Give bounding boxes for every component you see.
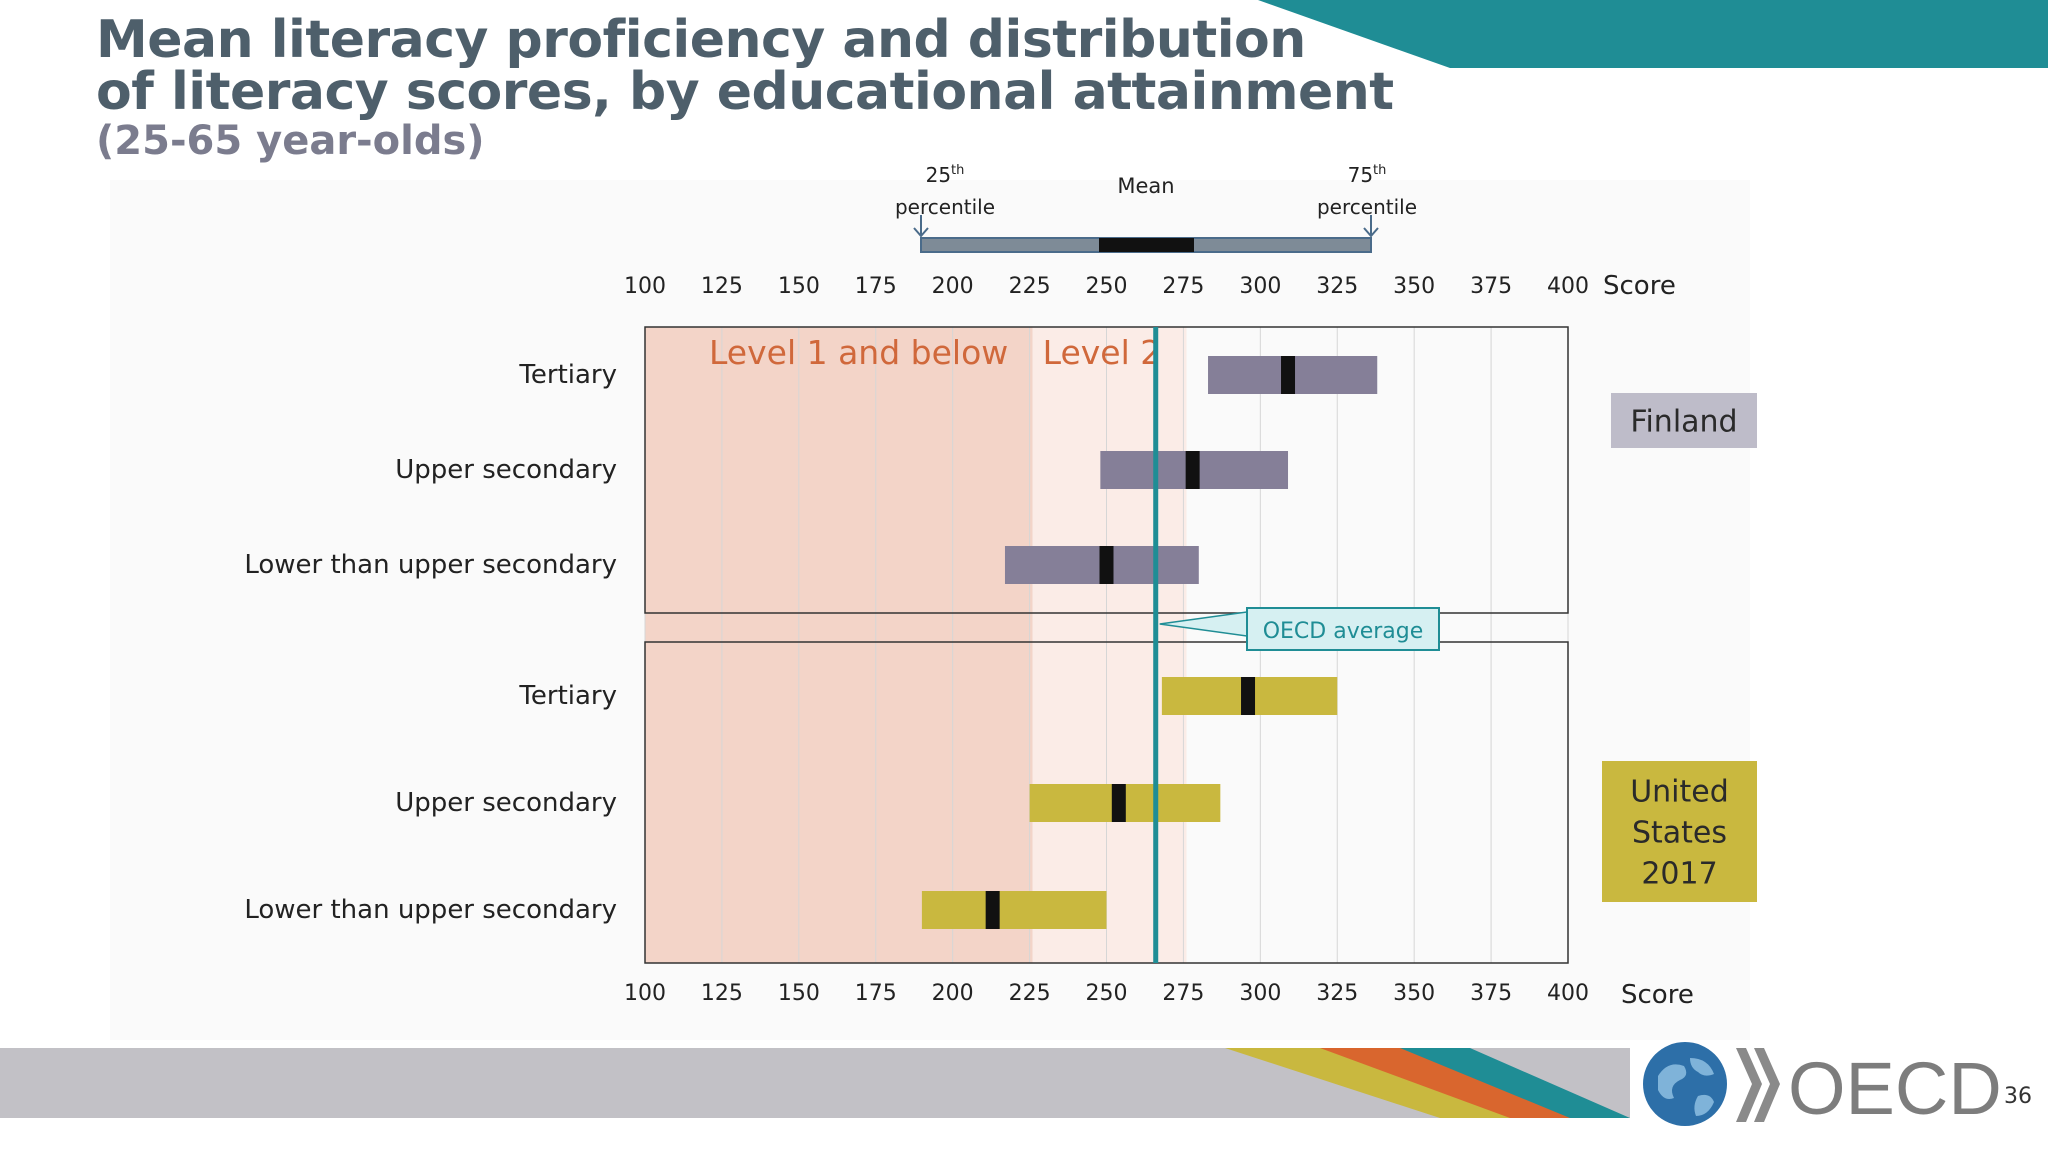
oecd-average-callout <box>1246 607 1440 651</box>
top-axis-tick-label: 375 <box>1470 274 1512 299</box>
title-line-2: of literacy scores, by educational attai… <box>96 62 1394 122</box>
finland-mean-marker <box>1185 451 1200 489</box>
bottom-axis-tick-label: 150 <box>778 981 820 1006</box>
us-label: States <box>1632 816 1727 851</box>
us-mean-marker <box>985 891 1000 929</box>
legend-p75-arrow-icon <box>1363 215 1379 238</box>
legend-p25-label: 25th <box>926 163 965 187</box>
top-axis-tick-label: 100 <box>624 274 666 299</box>
category-label: Tertiary <box>518 681 617 711</box>
us-mean-marker <box>1241 677 1256 715</box>
top-axis-tick-label: 250 <box>1086 274 1128 299</box>
bottom-axis-tick-label: 275 <box>1162 981 1204 1006</box>
top-axis-tick-label: 300 <box>1239 274 1281 299</box>
us-label: United <box>1630 775 1729 810</box>
category-label: Upper secondary <box>395 455 617 485</box>
bottom-axis-tick-label: 300 <box>1239 981 1281 1006</box>
top-axis-label: Score <box>1603 271 1676 301</box>
bottom-axis-tick-label: 225 <box>1009 981 1051 1006</box>
top-axis-tick-label: 150 <box>778 274 820 299</box>
finland-label-box <box>1611 393 1757 448</box>
bottom-axis-tick-label: 350 <box>1393 981 1435 1006</box>
category-label: Upper secondary <box>395 788 617 818</box>
top-axis-tick-label: 275 <box>1162 274 1204 299</box>
category-label: Lower than upper secondary <box>244 550 617 580</box>
subtitle: (25-65 year-olds) <box>96 118 485 164</box>
bottom-axis-tick-label: 250 <box>1086 981 1128 1006</box>
globe-land <box>1658 1058 1714 1116</box>
legend-mean-marker <box>1099 238 1194 252</box>
title-text: Mean literacy proficiency and distributi… <box>96 14 1394 118</box>
finland-mean-marker <box>1099 546 1114 584</box>
bottom-axis-tick-label: 325 <box>1316 981 1358 1006</box>
bottom-banner-teal <box>1400 1048 1630 1118</box>
bottom-banner <box>0 1048 1630 1118</box>
bottom-axis-tick-label: 125 <box>701 981 743 1006</box>
bottom-axis-tick-label: 100 <box>624 981 666 1006</box>
level1-band <box>645 327 1033 963</box>
oecd-average-label: OECD average <box>1263 619 1424 644</box>
top-axis-tick-label: 350 <box>1393 274 1435 299</box>
top-axis-tick-label: 125 <box>701 274 743 299</box>
oecd-logo: OECD <box>1643 1042 2002 1130</box>
bottom-axis-tick-label: 200 <box>932 981 974 1006</box>
category-label: Tertiary <box>518 360 617 390</box>
us-mean-marker <box>1111 784 1126 822</box>
level2-band <box>1032 327 1187 963</box>
top-axis-tick-label: 200 <box>932 274 974 299</box>
top-axis-tick-label: 325 <box>1316 274 1358 299</box>
oecd-wordmark: OECD <box>1788 1047 2002 1130</box>
us-panel-frame <box>644 641 1569 964</box>
finland-mean-marker <box>1281 356 1296 394</box>
level1-band-label: Level 1 and below <box>709 333 1008 372</box>
top-banner-stripe <box>1258 0 2048 68</box>
us-range-bar <box>921 891 1107 929</box>
legend-p25-arrow-icon <box>913 215 929 238</box>
title-line-1: Mean literacy proficiency and distributi… <box>96 10 1306 70</box>
page-number: 36 <box>2004 1084 2032 1109</box>
bottom-axis-tick-label: 400 <box>1547 981 1589 1006</box>
bottom-banner-yellow <box>1225 1048 1530 1118</box>
top-axis-tick-label: 225 <box>1009 274 1051 299</box>
finland-panel-frame <box>644 326 1569 614</box>
legend-p75-percentile-label: percentile <box>1317 195 1417 219</box>
legend-p25-percentile-label: percentile <box>895 195 995 219</box>
level2-band-label: Level 2 <box>1043 333 1162 372</box>
globe-icon <box>1643 1042 1727 1126</box>
category-label: Lower than upper secondary <box>244 895 617 925</box>
legend-p75-label: 75th <box>1348 163 1387 187</box>
bottom-axis-label: Score <box>1621 980 1694 1010</box>
bottom-axis-tick-label: 375 <box>1470 981 1512 1006</box>
chevron-icon <box>1736 1048 1780 1122</box>
top-axis-tick-label: 175 <box>855 274 897 299</box>
bottom-axis-tick-label: 175 <box>855 981 897 1006</box>
top-axis-tick-label: 400 <box>1547 274 1589 299</box>
finland-label: Finland <box>1630 405 1737 440</box>
top-banner <box>1258 0 2048 68</box>
legend-mean-label: Mean <box>1117 174 1174 198</box>
us-label: 2017 <box>1641 857 1717 892</box>
us-label-box <box>1602 761 1757 902</box>
